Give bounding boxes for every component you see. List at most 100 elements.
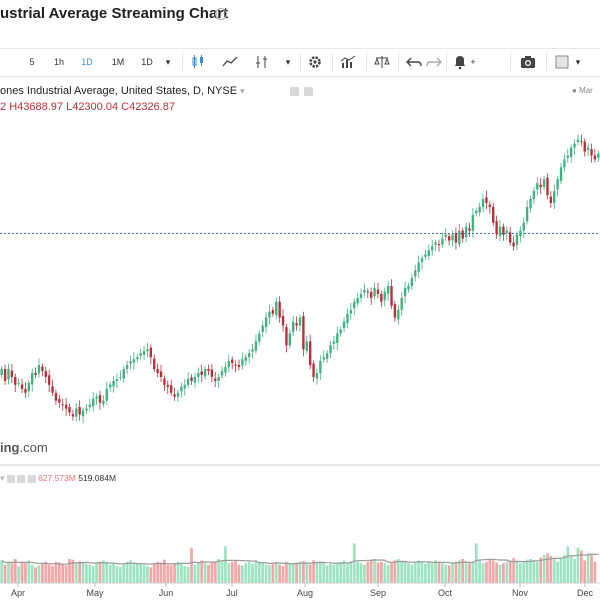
volume-value: 627.573M	[38, 473, 76, 483]
area-chart-icon[interactable]	[222, 54, 238, 70]
volume-bar	[68, 558, 71, 583]
volume-bar	[356, 561, 359, 583]
volume-bars	[0, 543, 597, 583]
chart-type-dropdown-chevron-icon[interactable]: ▾	[285, 57, 291, 67]
legend-settings-icon[interactable]	[304, 87, 313, 96]
interval-dropdown-chevron-icon[interactable]: ▾	[165, 57, 171, 67]
candle-body	[417, 262, 420, 272]
volume-bar	[556, 561, 559, 583]
legend-visibility-icon[interactable]	[290, 87, 299, 96]
candle-body	[149, 347, 153, 358]
candle-body	[359, 293, 363, 298]
volume-bar	[390, 561, 393, 583]
volume-bar	[0, 560, 4, 583]
volume-bar	[278, 564, 282, 583]
volume-bar	[54, 561, 58, 583]
interval-1m-button[interactable]: 1M	[111, 57, 125, 67]
layout-square-icon[interactable]	[554, 54, 570, 70]
volume-bar	[529, 558, 532, 583]
candle-body	[129, 361, 132, 364]
candle-body	[400, 297, 403, 310]
info-icon[interactable]: i	[215, 8, 227, 20]
volume-bar	[142, 564, 146, 583]
candle-body	[61, 404, 64, 406]
volume-bar	[196, 561, 200, 583]
volume-visibility-icon[interactable]	[6, 474, 15, 483]
ohlc-values: 2 H43688.97 L42300.04 C42326.87	[0, 101, 175, 113]
volume-bar	[437, 561, 441, 583]
candles-chart-type-icon[interactable]	[190, 54, 206, 70]
volume-bar	[539, 557, 543, 583]
page-title: ustrial Average Streaming Chart	[0, 5, 229, 22]
legend-chevron-icon[interactable]: ▾	[240, 86, 245, 96]
instrument-name: ones Industrial Average, United States, …	[0, 85, 238, 97]
volume-bar	[190, 547, 193, 583]
volume-bar	[464, 561, 468, 583]
volume-bar	[193, 564, 197, 583]
candle-body	[444, 234, 447, 237]
candle-body	[207, 369, 210, 372]
volume-bar	[288, 563, 292, 583]
volume-settings-icon[interactable]	[17, 474, 26, 483]
volume-bar	[41, 563, 44, 583]
candle-body	[488, 204, 492, 207]
volume-bar	[373, 558, 376, 583]
interval-1h-button[interactable]: 1h	[53, 57, 64, 67]
volume-bar	[369, 560, 373, 583]
candle-body	[529, 199, 532, 209]
interval-5-button[interactable]: 5	[29, 57, 35, 67]
candle-body	[424, 254, 427, 257]
volume-legend-chevron-icon[interactable]: ▾	[0, 473, 5, 483]
candle-body	[210, 369, 214, 377]
chart-toolbar: 5 1h 1D 1M 1D ▾ ▾ + ▾	[0, 48, 600, 77]
volume-bar	[98, 561, 102, 583]
volume-bar	[318, 561, 322, 583]
volume-bar	[135, 563, 139, 583]
indicators-icon[interactable]	[254, 54, 270, 70]
interval-select-button[interactable]: 1D	[141, 57, 153, 67]
compare-scale-icon[interactable]	[374, 54, 390, 70]
volume-bar	[396, 558, 400, 583]
candle-body	[447, 236, 451, 241]
volume-bar	[230, 561, 234, 583]
volume-bar	[200, 560, 204, 583]
studies-icon[interactable]	[340, 54, 356, 70]
candle-body	[312, 363, 315, 377]
redo-icon[interactable]	[426, 54, 442, 70]
candle-body	[346, 313, 349, 324]
volume-bar	[217, 558, 220, 583]
alert-add-icon[interactable]: +	[470, 57, 476, 67]
candle-body	[142, 351, 146, 355]
volume-bar	[441, 563, 444, 583]
volume-bar	[508, 560, 512, 583]
interval-1d-button[interactable]: 1D	[81, 57, 93, 67]
volume-bar	[81, 562, 85, 583]
candle-body	[481, 199, 485, 207]
volume-bar	[108, 564, 112, 583]
volume-bar	[593, 561, 597, 583]
layout-dropdown-chevron-icon[interactable]: ▾	[575, 57, 581, 67]
candle-body	[563, 159, 566, 168]
candle-body	[197, 373, 200, 377]
volume-bar	[518, 563, 522, 583]
candle-body	[522, 222, 525, 231]
camera-icon[interactable]	[520, 54, 536, 70]
candle-body	[458, 230, 461, 245]
volume-bar	[349, 561, 353, 583]
candle-body	[437, 244, 441, 246]
volume-bar	[44, 561, 48, 583]
volume-bar	[502, 563, 505, 583]
candle-body	[17, 382, 20, 384]
candle-body	[278, 301, 281, 318]
volume-bar	[271, 563, 275, 583]
volume-bar	[563, 554, 566, 583]
alert-bell-icon[interactable]	[452, 54, 468, 70]
volume-bar	[102, 560, 105, 583]
volume-bar	[156, 561, 159, 583]
gear-icon[interactable]	[307, 54, 323, 70]
undo-icon[interactable]	[406, 54, 422, 70]
volume-bar	[515, 561, 519, 583]
candle-body	[24, 388, 27, 393]
volume-close-icon[interactable]	[27, 474, 36, 483]
